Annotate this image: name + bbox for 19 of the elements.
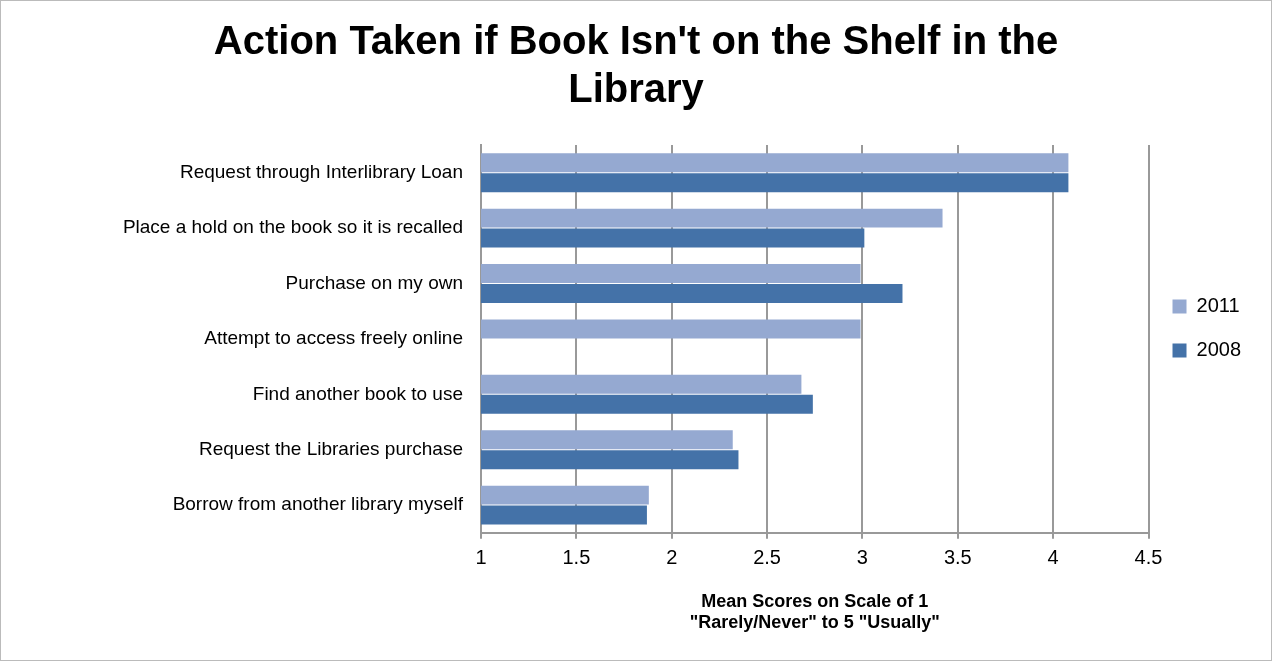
y-tick-label: Place a hold on the book so it is recalled [122, 216, 463, 238]
y-tick-label: Borrow from another library myself [172, 493, 464, 515]
x-tick-label: 2 [666, 546, 678, 569]
x-tick-label: 1.5 [562, 546, 591, 569]
x-tick-label: 3 [856, 546, 868, 569]
x-tick-label: 1 [475, 546, 487, 569]
y-tick-label: Find another book to use [252, 382, 463, 404]
chart-title: Action Taken if Book Isn't on the Shelf in the Library [213, 18, 1059, 111]
x-tick-label: 4 [1047, 546, 1059, 569]
x-tick-label: 4.5 [1134, 546, 1163, 569]
y-tick-label: Request the Libraries purchase [198, 437, 463, 459]
y-tick-label: Attempt to access freely online [204, 327, 463, 349]
y-tick-label: Purchase on my own [285, 271, 463, 293]
x-tick-label: 2.5 [753, 546, 781, 569]
legend-label: 2011 [1196, 294, 1240, 317]
x-axis-title: Mean Scores on Scale of 1 "Rarely/Never" to 5 "Usually" [689, 590, 940, 633]
legend-label: 2008 [1196, 338, 1242, 361]
x-tick-label: 3.5 [943, 546, 972, 569]
y-tick-label: Request through Interlibrary Loan [179, 160, 463, 182]
